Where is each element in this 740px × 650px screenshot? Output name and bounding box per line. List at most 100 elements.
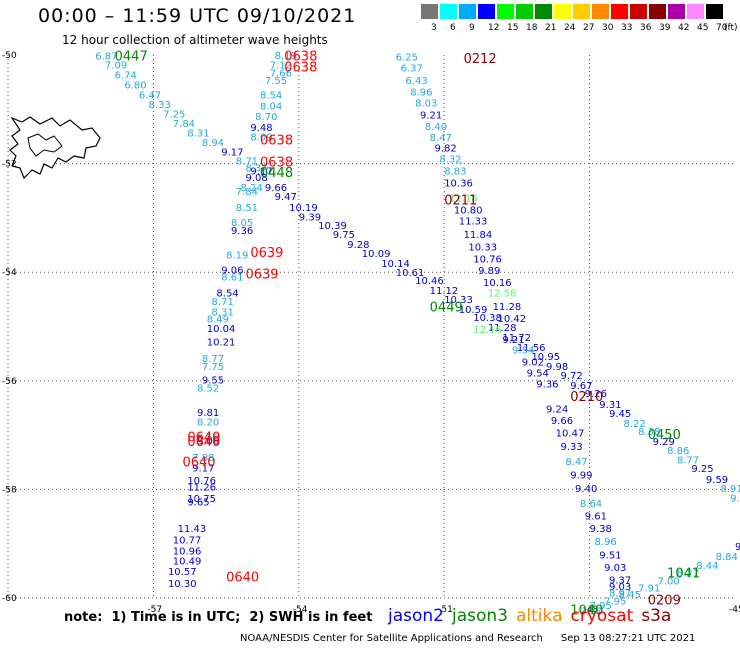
legend-swatch-3 [421, 4, 438, 19]
legend-level-label: 9 [469, 23, 475, 33]
wave-height-value: 6.74 [115, 70, 137, 81]
wave-height-value: 8.70 [255, 112, 277, 123]
satellite-altika: altika [516, 606, 563, 626]
wave-height-value: 6.37 [401, 63, 423, 74]
wave-height-value: 10.57 [168, 567, 197, 578]
wave-height-values: 6.877.096.746.806.478.337.257.848.318.94… [95, 51, 740, 617]
latitude-tick-label: -60 [2, 594, 17, 604]
satellite-legend: jason2 jason3 altika cryosat s3a [388, 606, 679, 626]
wave-height-value: 8.64 [580, 499, 602, 510]
wave-height-value: 9.25 [691, 464, 713, 475]
wave-height-value: 9.39 [299, 213, 321, 224]
wave-height-value: 9.17 [192, 463, 214, 474]
wave-height-value: 8.96 [594, 537, 616, 548]
wave-height-value: 8.19 [226, 251, 248, 262]
wave-height-value: 9.02 [522, 358, 544, 369]
wave-height-value: 10.47 [556, 429, 585, 440]
wave-height-value: 9.45 [609, 409, 631, 420]
legend-level-label: 42 [678, 23, 690, 33]
legend-swatch-42 [668, 4, 685, 19]
wave-height-value: 11.33 [459, 216, 488, 227]
wave-height-value: 6.25 [396, 52, 418, 63]
wave-height-value: 8.54 [216, 289, 238, 300]
legend-swatch-33 [611, 4, 628, 19]
wave-height-value: 9.24 [546, 404, 568, 415]
legend-level-label: 30 [602, 23, 614, 33]
wave-height-value: 8.32 [439, 155, 461, 166]
wave-height-value: 9.06 [221, 265, 243, 276]
wave-height-value: 8.52 [197, 384, 219, 395]
pass-time-label: 0209 [648, 594, 681, 609]
wave-height-value: 10.76 [473, 254, 502, 265]
wave-height-value: 11.56 [517, 343, 546, 354]
legend-swatch-21 [535, 4, 552, 19]
pass-time-label: 0448 [260, 166, 293, 181]
legend-level-label: 3 [431, 23, 437, 33]
pass-time-label: 0450 [648, 428, 681, 443]
latitude-tick-label: -58 [2, 485, 17, 495]
wave-height-value: 8.22 [624, 419, 646, 430]
wave-height-value: 11.26 [187, 482, 216, 493]
wave-height-value: 6.43 [405, 76, 427, 87]
wave-height-value: 10.39 [318, 221, 347, 232]
wave-height-value: 9.98 [546, 362, 568, 373]
page-subtitle: 12 hour collection of altimeter wave hei… [62, 33, 328, 47]
pass-time-label: 0638 [284, 60, 317, 75]
wave-height-value: 10.33 [444, 295, 473, 306]
axis-ticks: -50 -52 -54 -56 -58 -60 -57 -54 -51 -48 -45 [2, 51, 740, 615]
latitude-tick-label: -50 [2, 51, 17, 61]
wave-height-value: 9.06 [735, 542, 740, 553]
wave-height-value: 9.55 [202, 376, 224, 387]
wave-height-value: 7.84 [173, 119, 195, 130]
wave-height-value: 10.75 [187, 494, 216, 505]
wave-height-value: 9.29 [653, 437, 675, 448]
wave-height-value: 9.37 [609, 575, 631, 586]
wave-height-value: 8.77 [677, 455, 699, 466]
satellite-s3a: s3a [641, 606, 672, 626]
pass-time-label: 0638 [260, 155, 293, 170]
wave-height-value: 9.21 [502, 335, 524, 346]
credit-line: NOAA/NESDIS Center for Satellite Applica… [240, 633, 695, 644]
wave-height-value: 7.75 [202, 362, 224, 373]
wave-height-value: 10.36 [444, 178, 473, 189]
pass-time-label: 0212 [464, 52, 497, 67]
wave-height-value: 7.55 [265, 76, 287, 87]
wave-height-value: 9.48 [250, 123, 272, 134]
wave-height-value: 9.36 [231, 226, 253, 237]
legend-swatch-39 [649, 4, 666, 19]
wave-height-value: 10.14 [381, 259, 410, 270]
wave-height-value: 11.72 [502, 333, 531, 344]
wave-height-value: 9.65 [187, 498, 209, 509]
wave-height-value: 9.31 [599, 400, 621, 411]
pass-time-label: 0447 [115, 49, 148, 64]
wave-height-value: 8.91 [720, 484, 740, 495]
wave-height-value: 8.47 [430, 133, 452, 144]
wave-height-value: 9.54 [527, 368, 549, 379]
wave-height-value: 10.49 [173, 556, 202, 567]
legend-level-label: 24 [564, 23, 576, 33]
legend-swatch-15 [497, 4, 514, 19]
wave-height-value: 8.20 [197, 417, 219, 428]
wave-height-value: 9.72 [561, 371, 583, 382]
wave-height-value: 7.88 [192, 453, 214, 464]
wave-height-value: 10.04 [207, 324, 236, 335]
legend-swatch-70 [706, 4, 723, 19]
wave-height-value: 10.96 [173, 547, 202, 558]
legend-level-label: 27 [583, 23, 595, 33]
map-grid [7, 55, 735, 599]
wave-height-value: 9.59 [706, 475, 728, 486]
longitude-tick-label: -54 [293, 605, 308, 615]
wave-height-value: 8.71 [236, 157, 258, 168]
wave-height-value: 6.87 [95, 51, 117, 62]
legend-level-label: 45 [697, 23, 709, 33]
wave-height-value: 7.12 [270, 61, 292, 72]
wave-height-value: 7.09 [105, 61, 127, 72]
wave-height-value: 9.17 [221, 147, 243, 158]
wave-height-value: 9.82 [435, 144, 457, 155]
wave-height-value: 8.54 [260, 90, 282, 101]
latitude-tick-label: -54 [2, 268, 17, 278]
wave-height-value: 9.03 [604, 563, 626, 574]
latitude-tick-label: -56 [2, 377, 17, 387]
wave-height-value: 9.66 [265, 183, 287, 194]
legend-swatch-30 [592, 4, 609, 19]
